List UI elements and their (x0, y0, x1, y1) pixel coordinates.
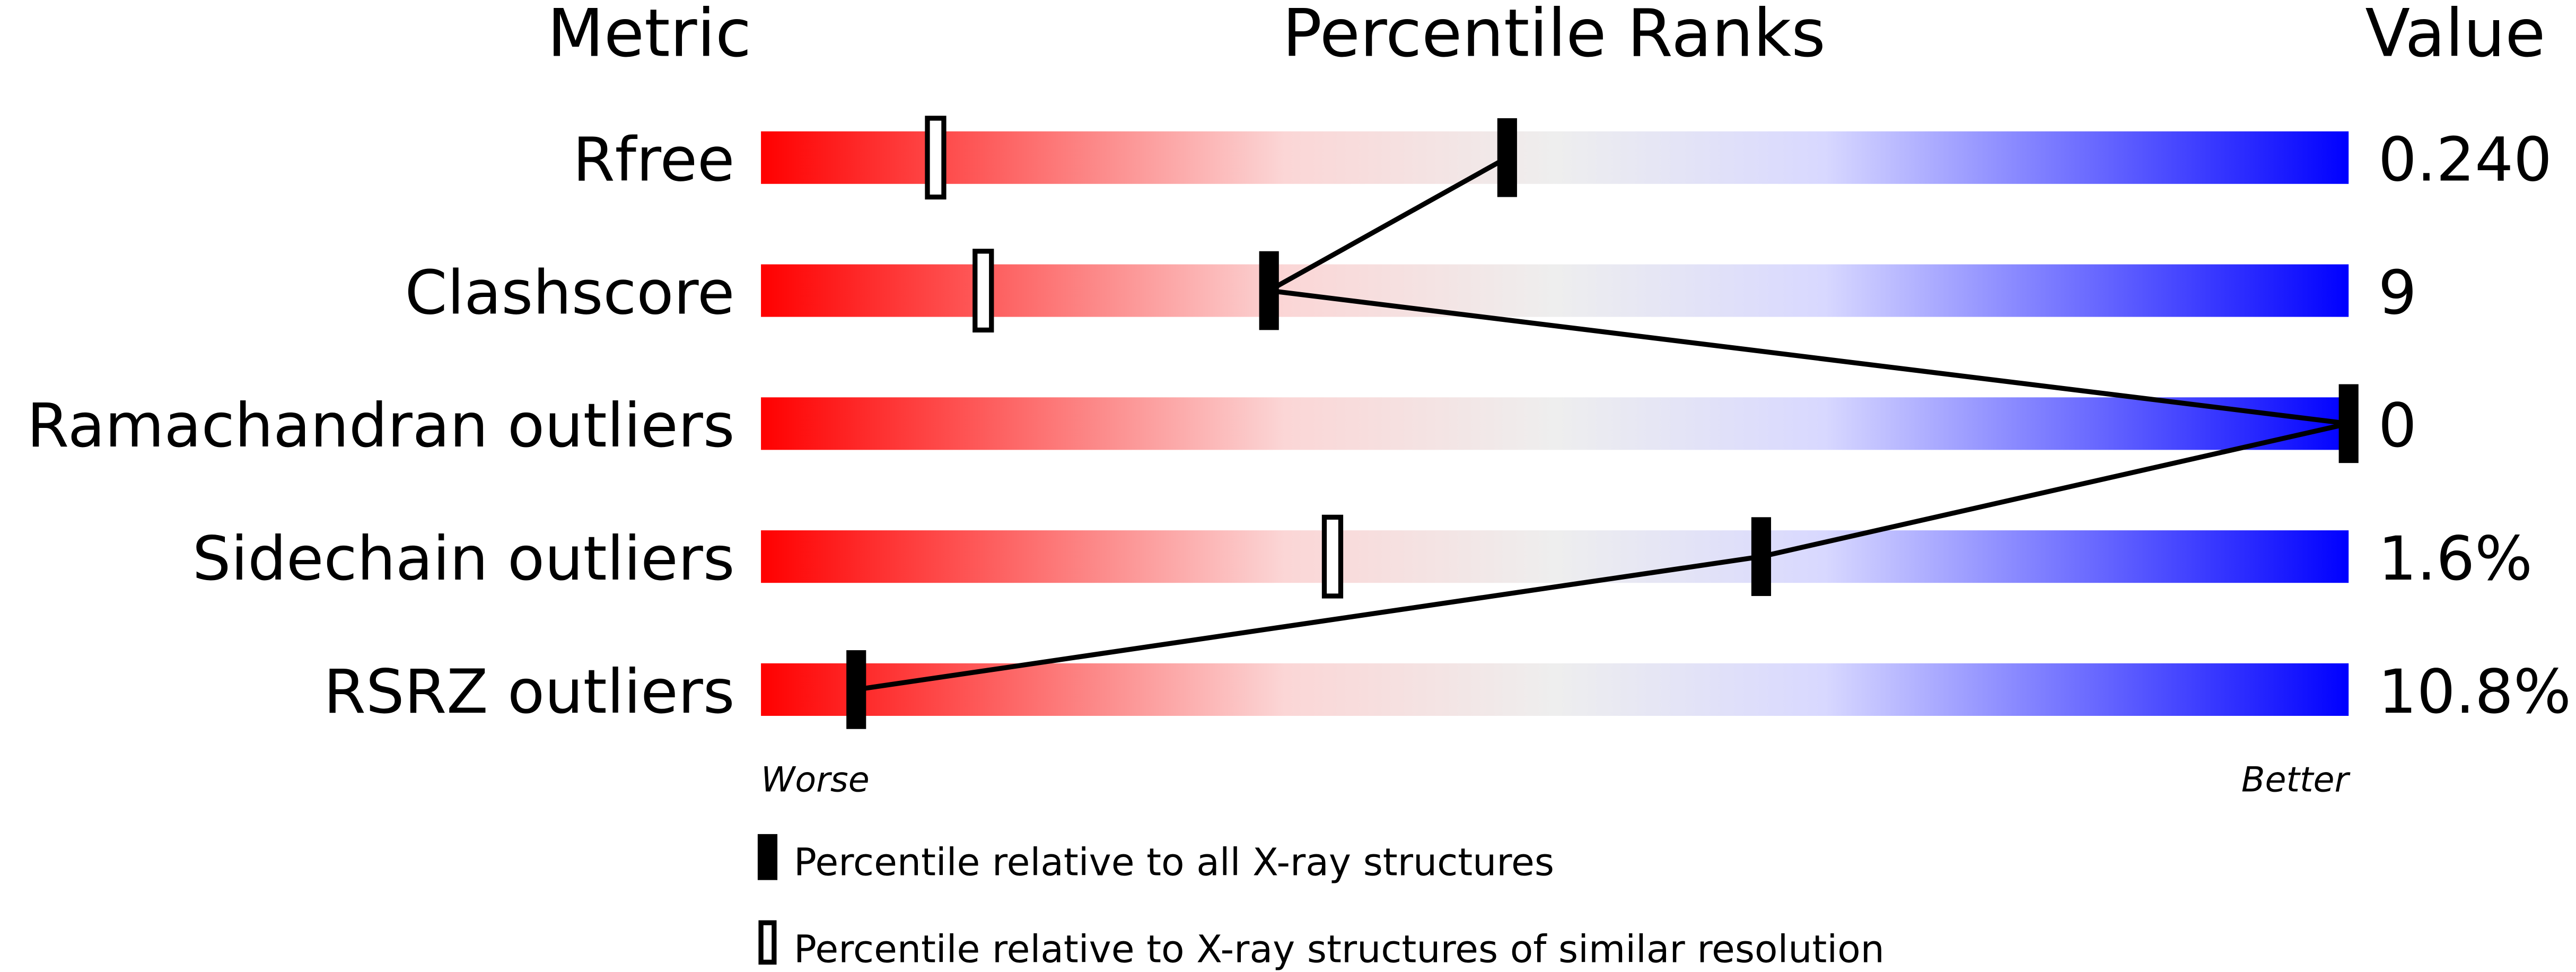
legend-filled-label: Percentile relative to all X-ray structu… (794, 840, 1554, 884)
marker-similar-sidechain-outliers (1321, 514, 1344, 599)
axis-label-worse: Worse (761, 760, 870, 800)
legend-filled-marker (757, 834, 778, 880)
metric-label-clashscore: Clashscore (405, 258, 734, 328)
marker-similar-rfree (925, 116, 947, 200)
value-label-clashscore: 9 (2378, 258, 2417, 328)
axis-label-better: Better (2241, 760, 2351, 800)
marker-all-clashscore (1259, 251, 1279, 330)
value-label-rsrz-outliers: 10.8% (2378, 657, 2571, 728)
marker-all-sidechain-outliers (1751, 517, 1771, 596)
header-percentile-ranks: Percentile Ranks (1282, 0, 1825, 72)
metric-label-sidechain-outliers: Sidechain outliers (192, 524, 735, 594)
percentile-bar-ramachandran-outliers (761, 397, 2349, 450)
marker-all-rsrz-outliers (846, 650, 866, 729)
metric-label-rsrz-outliers: RSRZ outliers (323, 657, 734, 728)
percentile-bar-rfree (761, 131, 2349, 184)
marker-all-ramachandran-outliers (2338, 384, 2359, 463)
percentile-bar-rsrz-outliers (761, 663, 2349, 716)
legend-hollow-label: Percentile relative to X-ray structures … (794, 927, 1885, 971)
percentile-bar-clashscore (761, 264, 2349, 317)
value-label-sidechain-outliers: 1.6% (2378, 524, 2533, 594)
percentile-bar-sidechain-outliers (761, 530, 2349, 583)
value-label-ramachandran-outliers: 0 (2378, 391, 2417, 461)
metric-label-ramachandran-outliers: Ramachandran outliers (27, 391, 735, 461)
metric-label-rfree: Rfree (573, 125, 734, 196)
header-metric: Metric (547, 0, 751, 72)
marker-all-rfree (1497, 118, 1517, 197)
marker-similar-clashscore (972, 249, 994, 332)
legend-hollow-marker (758, 920, 777, 965)
header-value: Value (2365, 0, 2545, 72)
value-label-rfree: 0.240 (2378, 125, 2552, 196)
